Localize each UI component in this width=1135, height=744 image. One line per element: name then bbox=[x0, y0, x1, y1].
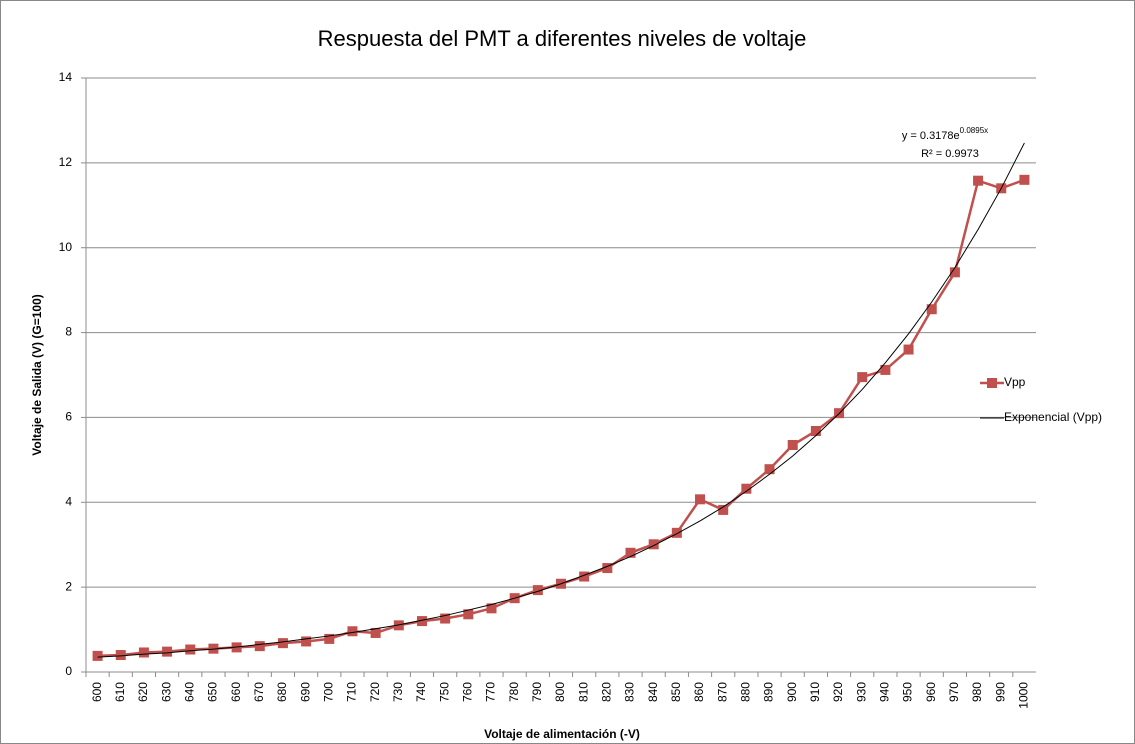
chart-title: Respuesta del PMT a diferentes niveles d… bbox=[318, 26, 807, 51]
trend-equation: y = 0.3178e0.0895x bbox=[902, 126, 988, 142]
legend-label: Vpp bbox=[1004, 375, 1026, 389]
x-tick-label: 890 bbox=[762, 682, 776, 702]
x-tick-label: 740 bbox=[414, 682, 428, 702]
data-point bbox=[973, 175, 984, 186]
y-tick-label: 6 bbox=[65, 410, 72, 424]
x-tick-label: 680 bbox=[275, 682, 289, 702]
x-tick-label: 820 bbox=[600, 682, 614, 702]
x-tick-label: 880 bbox=[739, 682, 753, 702]
data-point bbox=[671, 527, 682, 538]
data-point bbox=[92, 650, 103, 661]
x-tick-label: 720 bbox=[368, 682, 382, 702]
x-tick-label: 730 bbox=[391, 682, 405, 702]
x-tick-label: 910 bbox=[808, 682, 822, 702]
data-point bbox=[277, 638, 288, 649]
data-point bbox=[926, 304, 937, 315]
data-point bbox=[416, 616, 427, 627]
x-tick-label: 990 bbox=[993, 682, 1007, 702]
data-point bbox=[857, 372, 868, 383]
x-tick-label: 650 bbox=[206, 682, 220, 702]
data-point bbox=[880, 364, 891, 375]
data-point bbox=[625, 547, 636, 558]
x-tick-label: 950 bbox=[901, 682, 915, 702]
data-point bbox=[440, 613, 451, 624]
data-point bbox=[1019, 174, 1030, 185]
trend-r2: R² = 0.9973 bbox=[921, 148, 979, 160]
data-point bbox=[810, 426, 821, 437]
y-tick-label: 2 bbox=[65, 579, 72, 593]
x-tick-label: 790 bbox=[530, 682, 544, 702]
x-tick-label: 760 bbox=[460, 682, 474, 702]
data-point bbox=[463, 609, 474, 620]
x-tick-label: 670 bbox=[252, 682, 266, 702]
x-axis-label: Voltaje de alimentación (-V) bbox=[484, 727, 640, 741]
x-tick-label: 870 bbox=[715, 682, 729, 702]
data-point bbox=[138, 647, 149, 658]
data-point bbox=[370, 627, 381, 638]
x-tick-label: 970 bbox=[947, 682, 961, 702]
equation-exponent: 0.0895x bbox=[960, 126, 988, 135]
y-tick-label: 12 bbox=[59, 155, 73, 169]
y-tick-label: 4 bbox=[65, 494, 72, 508]
data-point bbox=[532, 585, 543, 596]
x-tick-label: 710 bbox=[345, 682, 359, 702]
x-tick-label: 640 bbox=[182, 682, 196, 702]
x-tick-label: 860 bbox=[692, 682, 706, 702]
data-point bbox=[718, 504, 729, 515]
data-point bbox=[301, 636, 312, 647]
x-tick-label: 1000 bbox=[1017, 682, 1031, 709]
equation-base: y = 0.3178e bbox=[902, 130, 960, 142]
y-tick-label: 8 bbox=[65, 325, 72, 339]
x-tick-label: 850 bbox=[669, 682, 683, 702]
x-tick-label: 900 bbox=[785, 682, 799, 702]
x-tick-label: 700 bbox=[321, 682, 335, 702]
x-tick-label: 980 bbox=[970, 682, 984, 702]
data-point bbox=[347, 626, 358, 637]
data-point bbox=[903, 344, 914, 355]
data-point bbox=[787, 440, 798, 451]
data-point bbox=[949, 267, 960, 278]
data-point bbox=[648, 539, 659, 550]
data-point bbox=[695, 494, 706, 505]
x-tick-label: 830 bbox=[623, 682, 637, 702]
y-tick-label: 14 bbox=[59, 70, 73, 84]
x-tick-label: 940 bbox=[878, 682, 892, 702]
x-tick-label: 920 bbox=[831, 682, 845, 702]
y-tick-label: 0 bbox=[65, 664, 72, 678]
data-point bbox=[741, 483, 752, 494]
x-tick-label: 690 bbox=[298, 682, 312, 702]
x-tick-label: 660 bbox=[229, 682, 243, 702]
data-point bbox=[185, 644, 196, 655]
series-line bbox=[97, 142, 1025, 658]
data-point bbox=[324, 633, 335, 644]
x-tick-label: 630 bbox=[159, 682, 173, 702]
legend-label: Exponencial (Vpp) bbox=[1004, 410, 1102, 424]
data-point bbox=[162, 646, 173, 657]
y-axis-label: Voltaje de Salida (V) (G=100) bbox=[30, 294, 44, 456]
x-tick-label: 960 bbox=[924, 682, 938, 702]
data-point bbox=[115, 650, 126, 661]
x-tick-label: 800 bbox=[553, 682, 567, 702]
x-tick-label: 810 bbox=[576, 682, 590, 702]
x-tick-label: 750 bbox=[437, 682, 451, 702]
x-tick-label: 770 bbox=[484, 682, 498, 702]
x-tick-label: 930 bbox=[854, 682, 868, 702]
x-tick-label: 840 bbox=[646, 682, 660, 702]
y-tick-label: 10 bbox=[59, 240, 73, 254]
x-tick-label: 620 bbox=[136, 682, 150, 702]
data-point bbox=[579, 571, 590, 582]
x-tick-label: 780 bbox=[507, 682, 521, 702]
data-point bbox=[254, 641, 265, 652]
x-tick-label: 600 bbox=[90, 682, 104, 702]
data-point bbox=[764, 464, 775, 475]
data-point bbox=[486, 603, 497, 614]
data-point bbox=[602, 563, 613, 574]
legend-marker bbox=[987, 378, 997, 388]
x-tick-label: 610 bbox=[113, 682, 127, 702]
